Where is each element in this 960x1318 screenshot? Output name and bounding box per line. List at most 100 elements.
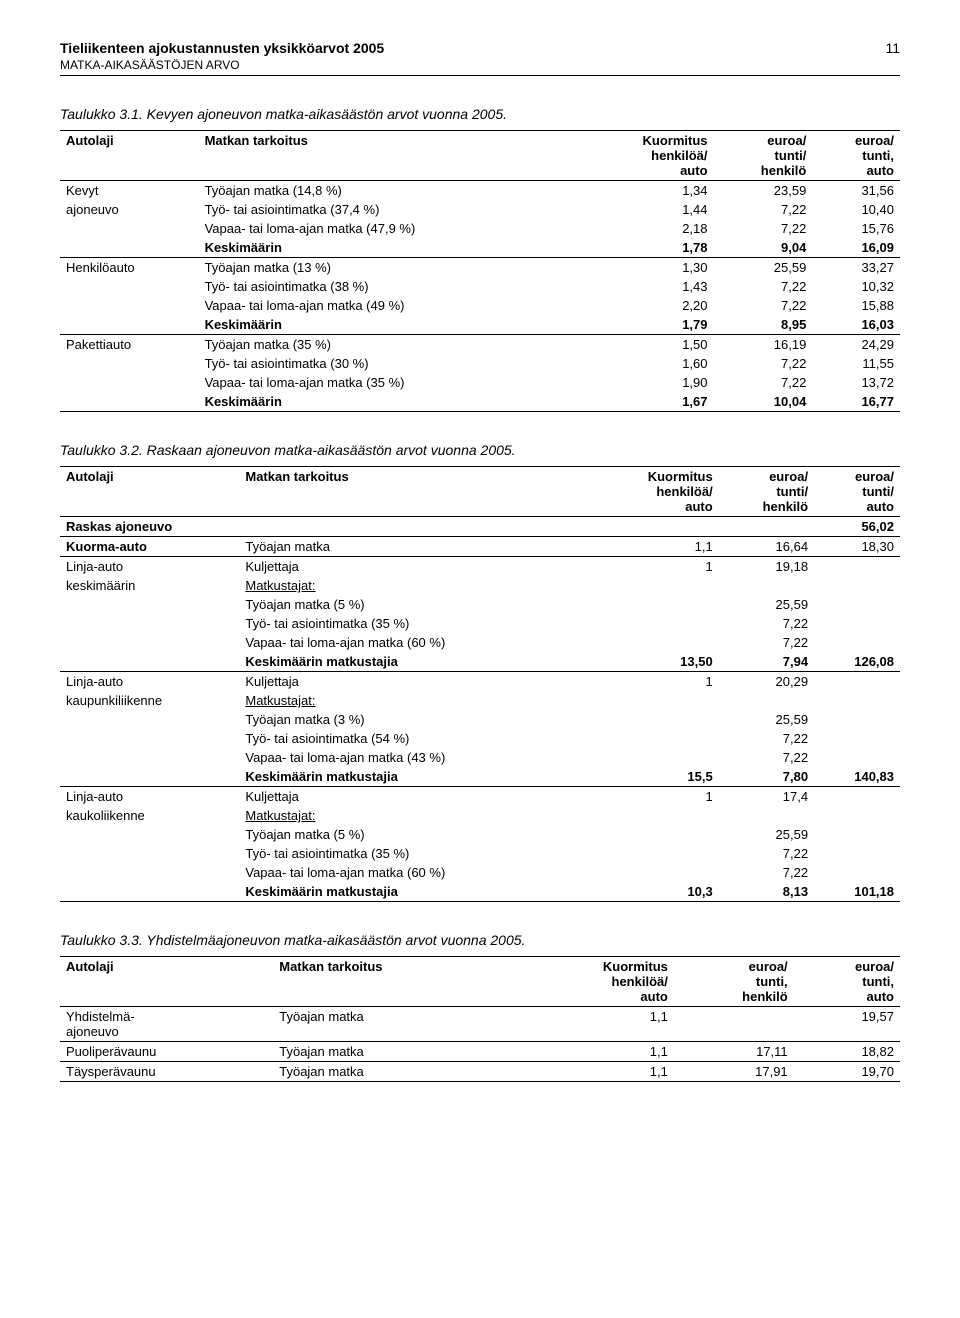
cell bbox=[591, 729, 719, 748]
cell bbox=[60, 882, 239, 902]
cell bbox=[60, 729, 239, 748]
cell: ajoneuvo bbox=[60, 200, 199, 219]
th-euroa-auto: euroa/tunti,auto bbox=[794, 957, 900, 1007]
cell: Työ- tai asiointimatka (37,4 %) bbox=[199, 200, 582, 219]
cell: 7,22 bbox=[714, 373, 813, 392]
table-row: Linja-autoKuljettaja119,18 bbox=[60, 557, 900, 577]
table-row: Kuorma-autoTyöajan matka1,116,6418,30 bbox=[60, 537, 900, 557]
cell bbox=[814, 844, 900, 863]
cell: Työ- tai asiointimatka (30 %) bbox=[199, 354, 582, 373]
cell: 25,59 bbox=[719, 595, 814, 614]
cell: Linja-auto bbox=[60, 787, 239, 807]
cell: Vapaa- tai loma-ajan matka (49 %) bbox=[199, 296, 582, 315]
cell: Työajan matka (13 %) bbox=[199, 258, 582, 278]
cell bbox=[814, 710, 900, 729]
cell: Raskas ajoneuvo bbox=[60, 517, 591, 537]
cell: 1,1 bbox=[513, 1007, 673, 1042]
cell: 1,79 bbox=[581, 315, 713, 335]
cell: Yhdistelmä-ajoneuvo bbox=[60, 1007, 273, 1042]
table-row: Keskimäärin1,798,9516,03 bbox=[60, 315, 900, 335]
cell: Työ- tai asiointimatka (38 %) bbox=[199, 277, 582, 296]
table-row: Vapaa- tai loma-ajan matka (47,9 %)2,187… bbox=[60, 219, 900, 238]
cell: Kuljettaja bbox=[239, 787, 591, 807]
cell bbox=[60, 392, 199, 412]
cell bbox=[814, 557, 900, 577]
table-row: KevytTyöajan matka (14,8 %)1,3423,5931,5… bbox=[60, 181, 900, 201]
cell bbox=[591, 748, 719, 767]
cell: 7,22 bbox=[719, 633, 814, 652]
cell bbox=[591, 863, 719, 882]
cell: 101,18 bbox=[814, 882, 900, 902]
cell: 10,04 bbox=[714, 392, 813, 412]
cell: 1,34 bbox=[581, 181, 713, 201]
cell bbox=[591, 576, 719, 595]
cell bbox=[591, 517, 719, 537]
cell: 7,94 bbox=[719, 652, 814, 672]
cell: 7,22 bbox=[719, 748, 814, 767]
table-row: Linja-autoKuljettaja120,29 bbox=[60, 672, 900, 692]
cell: Keskimäärin bbox=[199, 392, 582, 412]
table-row: ajoneuvoTyö- tai asiointimatka (37,4 %)1… bbox=[60, 200, 900, 219]
th-autolaji: Autolaji bbox=[60, 467, 239, 517]
cell: Matkustajat: bbox=[239, 576, 591, 595]
table-row: kaupunkiliikenneMatkustajat: bbox=[60, 691, 900, 710]
th-euroa-henkilo: euroa/tunti,henkilö bbox=[674, 957, 794, 1007]
table32: Autolaji Matkan tarkoitus Kuormitushenki… bbox=[60, 466, 900, 902]
cell bbox=[814, 633, 900, 652]
cell: 16,09 bbox=[812, 238, 900, 258]
cell: 8,95 bbox=[714, 315, 813, 335]
table-row: HenkilöautoTyöajan matka (13 %)1,3025,59… bbox=[60, 258, 900, 278]
cell: 13,72 bbox=[812, 373, 900, 392]
cell bbox=[814, 748, 900, 767]
table-row: Keskimäärin1,789,0416,09 bbox=[60, 238, 900, 258]
cell: 13,50 bbox=[591, 652, 719, 672]
cell bbox=[591, 633, 719, 652]
cell bbox=[60, 354, 199, 373]
cell: 23,59 bbox=[714, 181, 813, 201]
cell: 140,83 bbox=[814, 767, 900, 787]
cell: 7,22 bbox=[714, 200, 813, 219]
cell: Keskimäärin matkustajia bbox=[239, 652, 591, 672]
cell: Keskimäärin bbox=[199, 315, 582, 335]
cell: 16,19 bbox=[714, 335, 813, 355]
cell: 7,22 bbox=[714, 219, 813, 238]
cell bbox=[60, 652, 239, 672]
cell: kaupunkiliikenne bbox=[60, 691, 239, 710]
cell: 17,91 bbox=[674, 1062, 794, 1082]
table-row: Työajan matka (3 %)25,59 bbox=[60, 710, 900, 729]
cell bbox=[814, 806, 900, 825]
th-kuormitus: Kuormitushenkilöä/auto bbox=[513, 957, 673, 1007]
th-tarkoitus: Matkan tarkoitus bbox=[273, 957, 513, 1007]
cell: 1,78 bbox=[581, 238, 713, 258]
table31: Autolaji Matkan tarkoitus Kuormitushenki… bbox=[60, 130, 900, 412]
cell: Puoliperävaunu bbox=[60, 1042, 273, 1062]
cell bbox=[60, 238, 199, 258]
cell: 1,90 bbox=[581, 373, 713, 392]
cell: keskimäärin bbox=[60, 576, 239, 595]
cell: 20,29 bbox=[719, 672, 814, 692]
cell: Keskimäärin matkustajia bbox=[239, 767, 591, 787]
cell: 1,1 bbox=[591, 537, 719, 557]
table-row: Raskas ajoneuvo56,02 bbox=[60, 517, 900, 537]
cell bbox=[60, 373, 199, 392]
cell bbox=[814, 825, 900, 844]
cell: Työajan matka (14,8 %) bbox=[199, 181, 582, 201]
cell: 7,22 bbox=[719, 844, 814, 863]
cell: 7,22 bbox=[714, 296, 813, 315]
cell: 7,80 bbox=[719, 767, 814, 787]
cell: 8,13 bbox=[719, 882, 814, 902]
table-row: Vapaa- tai loma-ajan matka (43 %)7,22 bbox=[60, 748, 900, 767]
cell bbox=[60, 748, 239, 767]
cell: 1,43 bbox=[581, 277, 713, 296]
cell bbox=[591, 825, 719, 844]
cell: 1,30 bbox=[581, 258, 713, 278]
cell: 1,60 bbox=[581, 354, 713, 373]
table31-caption: Taulukko 3.1. Kevyen ajoneuvon matka-aik… bbox=[60, 106, 900, 122]
cell: 16,03 bbox=[812, 315, 900, 335]
table-row: PuoliperävaunuTyöajan matka1,117,1118,82 bbox=[60, 1042, 900, 1062]
cell bbox=[814, 691, 900, 710]
cell: 7,22 bbox=[719, 863, 814, 882]
cell bbox=[719, 517, 814, 537]
cell: Työajan matka (35 %) bbox=[199, 335, 582, 355]
cell: 1,50 bbox=[581, 335, 713, 355]
